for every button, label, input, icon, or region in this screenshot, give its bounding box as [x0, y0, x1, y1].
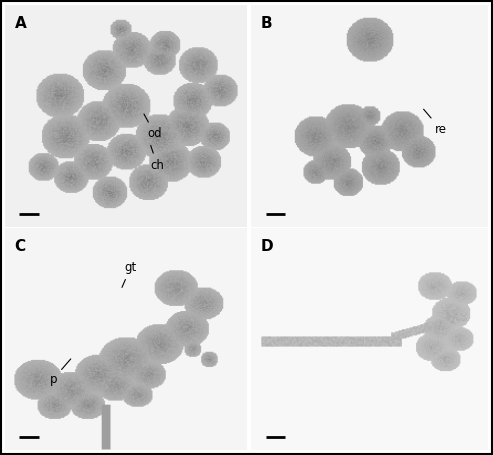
Text: A: A — [15, 15, 26, 30]
Text: C: C — [15, 238, 26, 253]
Text: od: od — [144, 114, 162, 140]
Text: p: p — [49, 359, 71, 385]
Text: ch: ch — [150, 146, 164, 172]
Text: D: D — [261, 238, 274, 253]
Text: re: re — [423, 109, 447, 136]
Text: B: B — [261, 15, 273, 30]
Text: gt: gt — [122, 261, 137, 288]
